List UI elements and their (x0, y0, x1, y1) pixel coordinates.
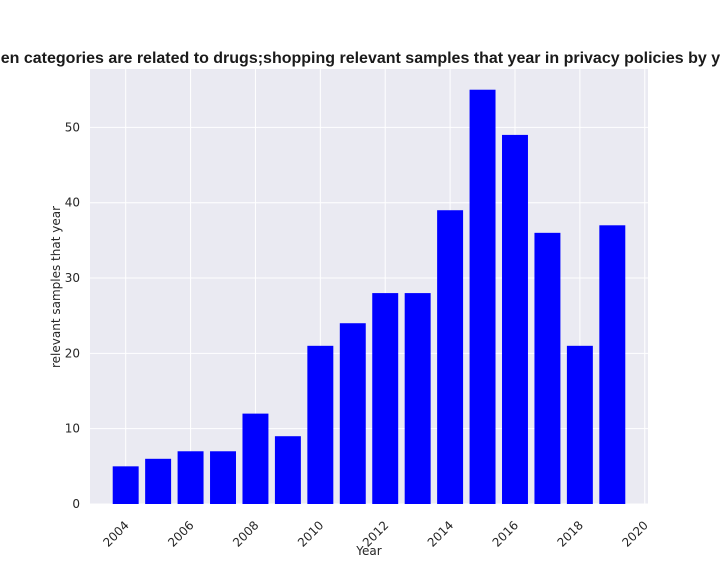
x-tick-label: 2020 (619, 518, 650, 549)
bar-2007 (210, 451, 236, 504)
y-tick-label: 40 (65, 196, 80, 210)
chart-title: When categories are related to drugs;sho… (0, 50, 720, 67)
bar-2009 (274, 436, 301, 504)
y-tick-label: 30 (65, 271, 80, 285)
y-tick-label: 20 (65, 346, 80, 360)
bar-2012 (372, 293, 399, 504)
x-tick-label: 2004 (100, 518, 131, 549)
bar-2017 (534, 232, 561, 504)
bar-2006 (177, 451, 204, 504)
x-tick-label: 2016 (490, 518, 521, 549)
bar-2005 (145, 458, 172, 504)
bar-2014 (437, 210, 464, 504)
x-axis-label: Year (355, 544, 381, 558)
bar-2013 (404, 293, 431, 504)
x-tick-label: 2014 (425, 518, 456, 549)
y-tick-label: 50 (65, 120, 80, 134)
bar-2004 (112, 466, 139, 504)
bars (112, 89, 626, 504)
y-tick-labels: 0 10 20 30 40 50 (65, 120, 80, 511)
bar-2019 (599, 225, 626, 504)
y-axis-label: relevant samples that year (49, 206, 63, 368)
bar-2015 (469, 89, 496, 504)
plot-area (90, 69, 648, 504)
bar-2018 (566, 345, 593, 504)
x-tick-label: 2006 (165, 518, 196, 549)
bar-2010 (307, 345, 334, 504)
bar-2011 (339, 323, 366, 504)
x-tick-label: 2010 (295, 518, 326, 549)
y-tick-label: 10 (65, 422, 80, 436)
bar-2008 (242, 413, 269, 504)
bar-2016 (502, 134, 528, 504)
x-tick-label: 2018 (554, 518, 585, 549)
x-tick-label: 2008 (230, 518, 261, 549)
y-tick-label: 0 (72, 497, 80, 511)
